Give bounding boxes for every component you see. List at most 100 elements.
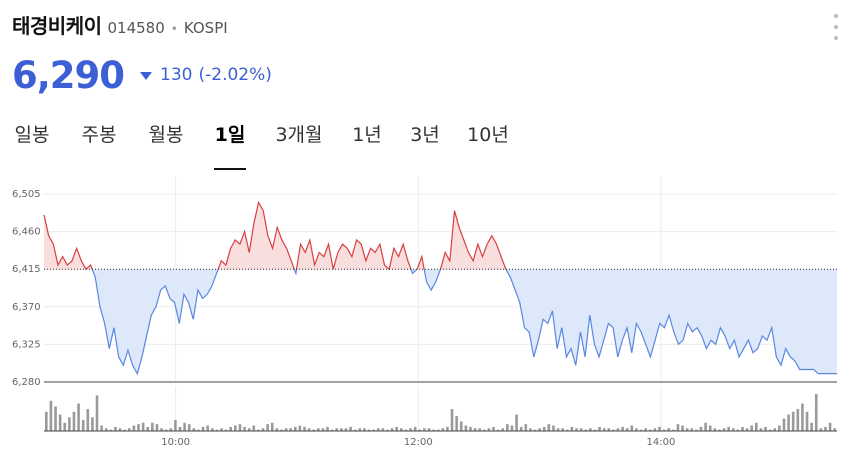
volume-bar xyxy=(464,425,468,431)
volume-bar xyxy=(662,429,666,431)
volume-bar xyxy=(607,428,611,431)
volume-bar xyxy=(413,426,417,431)
volume-bar xyxy=(565,429,569,431)
intraday-price-chart[interactable]: 6,505 6,460 6,415 6,370 6,325 6,280 10:00 12:0… xyxy=(0,176,854,454)
up-area xyxy=(44,214,93,270)
tab-1-year[interactable]: 1년 xyxy=(352,124,382,146)
y-tick-label: 6,460 xyxy=(12,227,41,238)
volume-bar xyxy=(390,428,394,431)
volume-bar xyxy=(782,418,786,431)
volume-bar xyxy=(824,426,827,431)
volume-bar xyxy=(667,428,671,431)
up-line xyxy=(416,254,425,270)
volume-bar xyxy=(372,429,375,431)
volume-bar xyxy=(137,424,140,431)
volume-bar xyxy=(787,414,790,431)
tab-monthly[interactable]: 월봉 xyxy=(148,124,184,146)
stock-name: 태경비케이 xyxy=(12,14,102,38)
volume-bar xyxy=(745,428,749,431)
volume-bar xyxy=(727,426,730,431)
volume-bar xyxy=(713,428,717,431)
tab-daily[interactable]: 일봉 xyxy=(14,124,50,146)
volume-bar xyxy=(542,426,546,431)
volume-bar xyxy=(252,425,256,431)
down-line xyxy=(423,268,442,292)
stock-code: 014580 xyxy=(107,19,165,37)
volume-bar xyxy=(741,426,744,431)
volume-bar xyxy=(427,428,431,431)
volume-bar xyxy=(685,428,689,431)
volume-bar xyxy=(151,422,154,431)
volume-bar xyxy=(773,428,777,431)
volume-bar xyxy=(330,429,334,431)
volume-bar xyxy=(63,422,67,431)
volume-bar xyxy=(100,425,103,431)
volume-bar xyxy=(54,406,57,431)
more-options-icon[interactable] xyxy=(826,14,846,40)
volume-bar xyxy=(750,425,754,431)
tab-weekly[interactable]: 주봉 xyxy=(81,124,117,146)
volume-bar xyxy=(192,428,196,431)
price-row: 6,290 130 (-2.02%) xyxy=(12,50,272,100)
volume-bar xyxy=(432,429,435,431)
tab-10-year[interactable]: 10년 xyxy=(467,124,509,146)
tab-3-month[interactable]: 3개월 xyxy=(275,124,323,146)
up-area xyxy=(296,239,411,270)
volume-bar xyxy=(814,394,818,431)
volume-bar xyxy=(220,428,223,431)
tab-1-day[interactable]: 1일 xyxy=(214,124,246,146)
volume-bar xyxy=(487,428,491,431)
volume-bar xyxy=(215,429,219,431)
volume-bar xyxy=(695,429,698,431)
volume-bar xyxy=(367,429,371,431)
volume-bar xyxy=(81,420,85,431)
x-tick-label: 10:00 xyxy=(161,437,190,448)
market-name: KOSPI xyxy=(183,19,228,37)
volume-bar xyxy=(293,426,297,431)
volume-bar xyxy=(556,428,560,431)
volume-bar xyxy=(648,429,652,431)
volume-bar xyxy=(141,422,145,431)
volume-bar xyxy=(529,428,532,431)
volume-bar xyxy=(506,424,509,431)
volume-bar xyxy=(418,429,422,431)
volume-bar xyxy=(625,428,629,431)
up-area xyxy=(440,210,506,270)
volume-bar xyxy=(492,426,495,431)
volume-bar xyxy=(49,400,53,431)
y-tick-label: 6,415 xyxy=(12,264,41,275)
volume-bar xyxy=(561,428,564,431)
volume-bar xyxy=(132,425,136,431)
volume-bar xyxy=(833,428,836,431)
volume-bar xyxy=(247,428,251,431)
down-line xyxy=(410,268,418,275)
volume-bar xyxy=(552,425,555,431)
y-tick-label: 6,325 xyxy=(12,339,41,350)
tab-3-year[interactable]: 3년 xyxy=(410,124,440,146)
down-area xyxy=(424,269,441,291)
down-line xyxy=(293,268,298,276)
volume-bar xyxy=(791,411,795,431)
down-line xyxy=(91,268,219,376)
separator-dot: • xyxy=(170,22,178,36)
volume-bars xyxy=(44,394,837,432)
up-line xyxy=(217,200,295,270)
volume-bar xyxy=(303,426,306,431)
up-area xyxy=(218,202,295,270)
volume-bar xyxy=(681,425,684,431)
volume-bar xyxy=(584,429,588,431)
x-tick-label: 12:00 xyxy=(404,437,433,448)
volume-bar xyxy=(482,429,486,431)
x-tick-label: 14:00 xyxy=(647,437,676,448)
down-line xyxy=(505,268,837,375)
volume-bar xyxy=(796,409,800,431)
volume-bar xyxy=(261,428,265,431)
volume-bar xyxy=(778,425,781,431)
volume-bar xyxy=(446,426,449,431)
volume-bar xyxy=(672,429,675,431)
x-axis: 10:00 12:00 14:00 xyxy=(161,437,675,448)
volume-bar xyxy=(828,422,832,431)
volume-bar xyxy=(183,422,186,431)
volume-bar xyxy=(95,395,99,431)
volume-bar xyxy=(114,426,117,431)
